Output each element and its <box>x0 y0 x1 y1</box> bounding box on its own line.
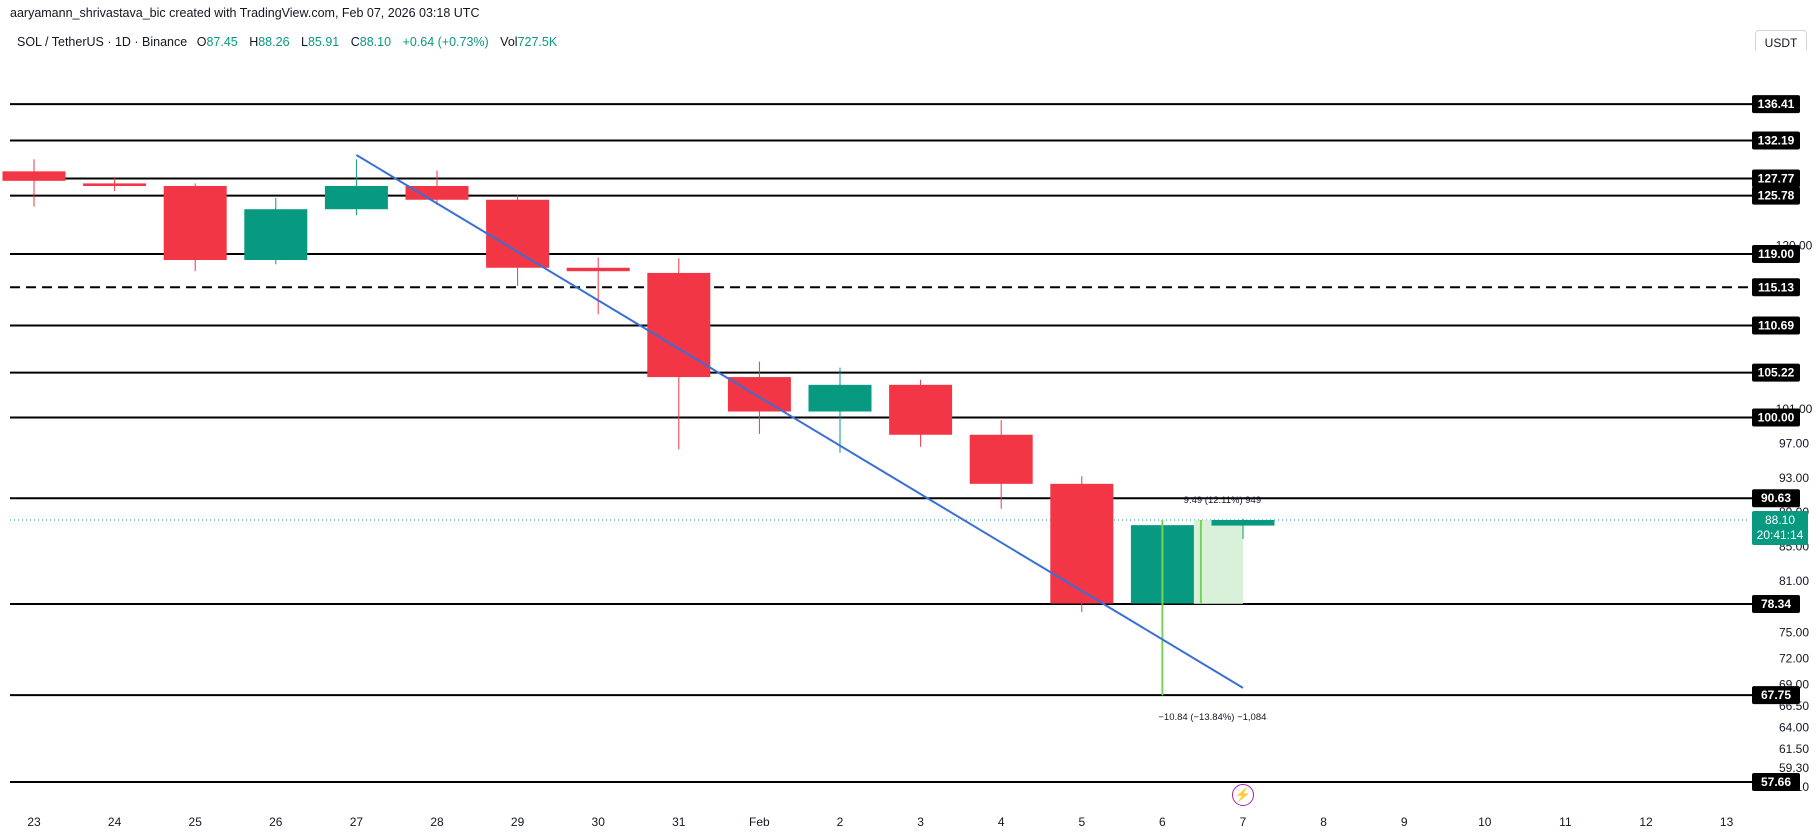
high-value: 88.26 <box>258 35 290 49</box>
close-value: 88.10 <box>359 35 392 49</box>
candle-body[interactable] <box>969 434 1033 484</box>
candle-body[interactable] <box>244 209 308 261</box>
x-tick-label: 13 <box>1720 815 1734 829</box>
x-tick-label: 28 <box>430 815 444 829</box>
x-tick-label: 23 <box>27 815 41 829</box>
candle-body[interactable] <box>486 199 550 268</box>
candle-body[interactable] <box>163 185 227 261</box>
x-tick-label: 9 <box>1401 815 1408 829</box>
low-value: 85.91 <box>307 35 340 49</box>
open-value: 87.45 <box>206 35 238 49</box>
level-price-label: 125.78 <box>1758 189 1795 203</box>
x-tick-label: 8 <box>1320 815 1327 829</box>
candle-body[interactable] <box>808 384 872 412</box>
close-label: C <box>350 35 360 49</box>
level-price-label: 78.34 <box>1761 597 1791 611</box>
level-price-badge <box>1752 489 1800 508</box>
candle-body[interactable] <box>1050 483 1114 604</box>
candle-body[interactable] <box>727 377 791 412</box>
candle-body[interactable] <box>324 185 388 210</box>
level-price-label: 119.00 <box>1758 247 1794 261</box>
y-tick-label: 97.00 <box>1779 436 1809 450</box>
level-price-label: 67.75 <box>1761 688 1791 702</box>
level-price-badge <box>1752 363 1800 382</box>
y-tick-label: 61.50 <box>1779 742 1809 756</box>
candle-body[interactable] <box>566 267 630 272</box>
level-price-label: 100.00 <box>1758 411 1795 425</box>
x-tick-label: 26 <box>269 815 283 829</box>
candle-body[interactable] <box>1211 519 1275 526</box>
candle-body[interactable] <box>83 183 147 186</box>
position-profit-zone[interactable] <box>1193 519 1243 604</box>
countdown-label: 20:41:14 <box>1757 528 1804 542</box>
y-tick-label: 59.30 <box>1779 761 1809 775</box>
x-tick-label: 2 <box>837 815 844 829</box>
x-tick-label: Feb <box>749 815 770 829</box>
measure-label: −10.84 (−13.84%) −1,084 <box>1158 712 1266 723</box>
level-price-badge <box>1752 278 1800 297</box>
measure-label: 9.49 (12.11%) 949 <box>1184 495 1261 506</box>
level-price-badge <box>1752 95 1800 114</box>
level-price-label: 132.19 <box>1758 133 1795 147</box>
x-tick-label: 7 <box>1240 815 1247 829</box>
trend-line[interactable] <box>355 154 1244 689</box>
level-price-badge <box>1752 316 1800 335</box>
x-tick-label: 5 <box>1078 815 1085 829</box>
y-tick-label: 72.00 <box>1779 652 1809 666</box>
y-tick-label: 75.00 <box>1779 626 1809 640</box>
candle-body[interactable] <box>889 384 953 435</box>
level-price-label: 110.69 <box>1758 319 1794 333</box>
chart-credit: aaryamann_shrivastava_bic created with T… <box>10 6 480 20</box>
x-tick-label: 31 <box>672 815 686 829</box>
level-price-label: 90.63 <box>1761 491 1791 505</box>
x-tick-label: 11 <box>1559 815 1572 829</box>
last-price-badge <box>1752 510 1808 545</box>
level-price-badge <box>1752 186 1800 205</box>
x-tick-label: 12 <box>1639 815 1653 829</box>
level-price-badge <box>1752 169 1800 188</box>
level-price-badge <box>1752 594 1800 613</box>
x-tick-label: 27 <box>350 815 364 829</box>
level-price-label: 105.22 <box>1758 366 1795 380</box>
volume-label: Vol <box>500 35 518 49</box>
level-price-label: 115.13 <box>1758 280 1794 294</box>
x-tick-label: 30 <box>592 815 606 829</box>
level-price-label: 57.66 <box>1761 775 1791 789</box>
level-price-badge <box>1752 244 1800 263</box>
candle-body[interactable] <box>647 272 711 378</box>
lightning-icon[interactable]: ⚡ <box>1232 784 1254 806</box>
level-price-badge <box>1752 686 1800 705</box>
low-label: L <box>301 35 308 49</box>
y-tick-label: 93.00 <box>1779 471 1809 485</box>
y-tick-label: 64.00 <box>1779 720 1809 734</box>
symbol-legend: SOL / TetherUS · 1D · Binance O87.45 H88… <box>17 35 565 49</box>
symbol-name[interactable]: SOL / TetherUS · 1D · Binance <box>17 35 188 49</box>
y-tick-label: 81.00 <box>1779 574 1809 588</box>
x-tick-label: 10 <box>1478 815 1492 829</box>
last-price-label: 88.10 <box>1765 513 1795 527</box>
level-price-label: 127.77 <box>1758 171 1795 185</box>
x-tick-label: 6 <box>1159 815 1166 829</box>
level-price-label: 136.41 <box>1758 97 1795 111</box>
candle-body[interactable] <box>405 185 469 200</box>
level-price-badge <box>1752 408 1800 427</box>
volume-value: 727.5K <box>517 35 558 49</box>
open-label: O <box>196 35 207 49</box>
candle-body[interactable] <box>2 171 66 181</box>
x-tick-label: 24 <box>108 815 122 829</box>
x-tick-label: 29 <box>511 815 525 829</box>
change-value: +0.64 (+0.73%) <box>402 35 489 49</box>
x-tick-label: 3 <box>917 815 924 829</box>
level-price-badge <box>1752 131 1800 150</box>
level-price-badge <box>1752 773 1800 792</box>
x-tick-label: 25 <box>189 815 203 829</box>
high-label: H <box>249 35 259 49</box>
x-tick-label: 4 <box>998 815 1005 829</box>
